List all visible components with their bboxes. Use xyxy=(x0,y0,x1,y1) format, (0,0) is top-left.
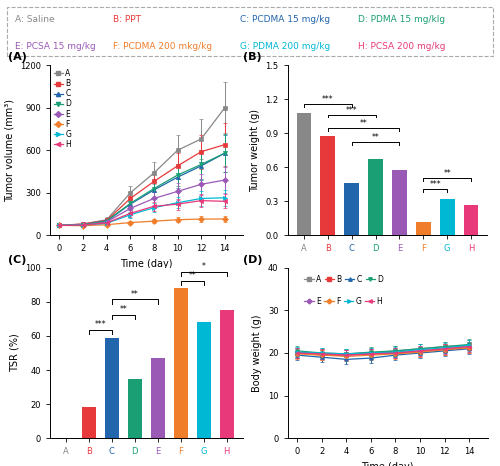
Text: (A): (A) xyxy=(8,52,26,62)
Text: B: PPT: B: PPT xyxy=(113,15,141,24)
Text: ***: *** xyxy=(94,320,106,329)
Y-axis label: TSR (%): TSR (%) xyxy=(10,334,20,372)
Bar xyxy=(368,159,383,235)
Bar xyxy=(320,136,335,235)
Text: (B): (B) xyxy=(244,52,262,62)
Text: A: Saline: A: Saline xyxy=(15,15,54,24)
Text: ***: *** xyxy=(430,180,441,189)
Y-axis label: Tumor weight (g): Tumor weight (g) xyxy=(250,109,260,192)
Text: *: * xyxy=(202,262,205,271)
Bar xyxy=(464,205,478,235)
Bar xyxy=(296,113,312,235)
Text: G: PDMA 200 mg/kg: G: PDMA 200 mg/kg xyxy=(240,42,330,51)
Text: **: ** xyxy=(372,133,380,142)
Y-axis label: Body weight (g): Body weight (g) xyxy=(252,314,262,392)
Y-axis label: Tumor volume (mm³): Tumor volume (mm³) xyxy=(4,99,15,202)
Text: **: ** xyxy=(188,271,196,280)
Bar xyxy=(150,358,165,438)
Text: ***: *** xyxy=(346,106,358,115)
Bar xyxy=(128,378,142,438)
X-axis label: Time (day): Time (day) xyxy=(120,259,172,269)
Text: **: ** xyxy=(131,289,138,299)
Text: E: PCSA 15 mg/kg: E: PCSA 15 mg/kg xyxy=(15,42,96,51)
Bar xyxy=(344,183,359,235)
Text: **: ** xyxy=(360,119,368,128)
Bar xyxy=(392,170,407,235)
Text: H: PCSA 200 mg/kg: H: PCSA 200 mg/kg xyxy=(358,42,446,51)
Bar xyxy=(220,310,234,438)
Legend: A, B, C, D, E, F, G, H: A, B, C, D, E, F, G, H xyxy=(52,68,72,151)
Text: ***: *** xyxy=(322,96,334,104)
Text: (D): (D) xyxy=(244,255,263,265)
X-axis label: Time (day): Time (day) xyxy=(361,462,414,466)
Bar xyxy=(416,222,430,235)
Text: C: PCDMA 15 mg/kg: C: PCDMA 15 mg/kg xyxy=(240,15,330,24)
Text: **: ** xyxy=(444,169,451,178)
Bar xyxy=(174,288,188,438)
Text: D: PDMA 15 mg/klg: D: PDMA 15 mg/klg xyxy=(358,15,445,24)
Text: **: ** xyxy=(120,305,127,314)
Bar xyxy=(82,407,96,438)
Legend: E, F, G, H: E, F, G, H xyxy=(302,294,386,309)
Text: F: PCDMA 200 mkg/kg: F: PCDMA 200 mkg/kg xyxy=(113,42,212,51)
Bar xyxy=(440,199,454,235)
Text: (C): (C) xyxy=(8,255,26,265)
Bar xyxy=(196,322,211,438)
Bar xyxy=(104,338,119,438)
